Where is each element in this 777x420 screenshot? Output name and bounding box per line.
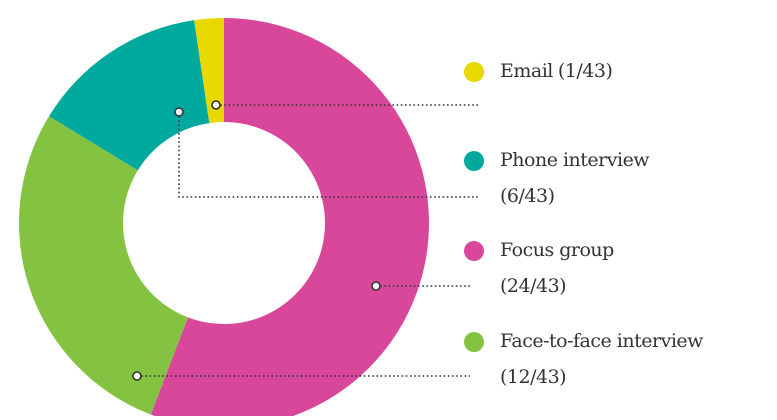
legend-label: Face-to-face interview	[500, 330, 704, 352]
slice	[194, 18, 224, 124]
legend-swatch	[464, 151, 484, 171]
legend-value: (6/43)	[500, 185, 555, 207]
legend-swatch	[464, 241, 484, 261]
legend-value: (12/43)	[500, 366, 566, 388]
legend-label: Email	[500, 60, 553, 82]
slices	[18, 18, 429, 420]
leader-anchor	[371, 281, 381, 291]
slice	[150, 18, 429, 420]
slice	[49, 20, 210, 171]
leader-line	[178, 112, 480, 198]
legend-swatch	[464, 332, 484, 352]
legend-value: (1/43)	[558, 60, 613, 82]
leader-anchor	[174, 107, 184, 117]
leader-anchor	[211, 100, 221, 110]
legend-label: Focus group	[500, 239, 614, 261]
legend-label: Phone interview	[500, 149, 650, 171]
leaders	[132, 100, 480, 381]
legend-swatch	[464, 62, 484, 82]
legend: Email (1/43) Phone interview (6/43) Focus gr…	[464, 60, 705, 388]
legend-value: (24/43)	[500, 275, 566, 297]
leader-anchor	[132, 371, 142, 381]
slice	[18, 116, 188, 415]
